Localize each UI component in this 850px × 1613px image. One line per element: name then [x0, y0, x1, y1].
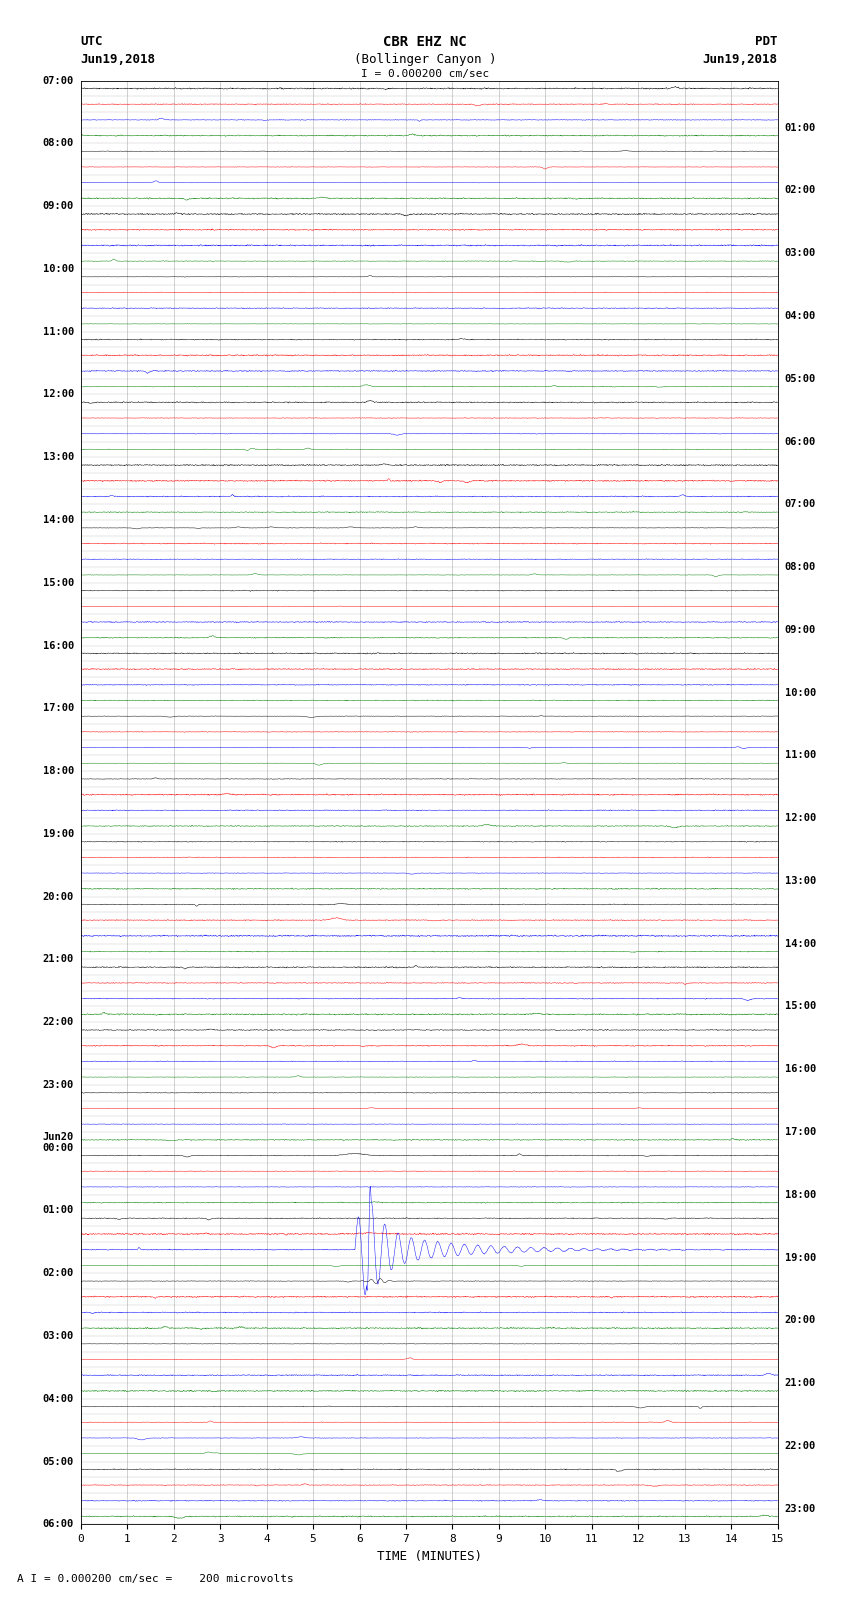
Text: 23:00: 23:00	[42, 1081, 74, 1090]
Text: CBR EHZ NC: CBR EHZ NC	[383, 35, 467, 50]
Text: 10:00: 10:00	[42, 265, 74, 274]
Text: 01:00: 01:00	[785, 123, 816, 132]
Text: 10:00: 10:00	[785, 687, 816, 698]
Text: Jun20: Jun20	[42, 1132, 74, 1142]
Text: 00:00: 00:00	[42, 1142, 74, 1153]
Text: Jun19,2018: Jun19,2018	[703, 53, 778, 66]
Text: 22:00: 22:00	[785, 1440, 816, 1450]
Text: 07:00: 07:00	[785, 500, 816, 510]
Text: 13:00: 13:00	[785, 876, 816, 886]
Text: 17:00: 17:00	[785, 1127, 816, 1137]
Text: 21:00: 21:00	[785, 1378, 816, 1389]
Text: 06:00: 06:00	[42, 1519, 74, 1529]
Text: 08:00: 08:00	[42, 139, 74, 148]
Text: 06:00: 06:00	[785, 437, 816, 447]
Text: 08:00: 08:00	[785, 561, 816, 573]
Text: Jun19,2018: Jun19,2018	[81, 53, 156, 66]
Text: 12:00: 12:00	[785, 813, 816, 823]
Text: 14:00: 14:00	[42, 515, 74, 524]
Text: 16:00: 16:00	[42, 640, 74, 650]
Text: 05:00: 05:00	[42, 1457, 74, 1466]
Text: 11:00: 11:00	[42, 327, 74, 337]
Text: 09:00: 09:00	[785, 624, 816, 636]
Text: 03:00: 03:00	[785, 248, 816, 258]
Text: 17:00: 17:00	[42, 703, 74, 713]
Text: 18:00: 18:00	[42, 766, 74, 776]
Text: 21:00: 21:00	[42, 955, 74, 965]
Text: 16:00: 16:00	[785, 1065, 816, 1074]
Text: 03:00: 03:00	[42, 1331, 74, 1340]
Text: 20:00: 20:00	[42, 892, 74, 902]
Text: 02:00: 02:00	[785, 185, 816, 195]
Text: 04:00: 04:00	[785, 311, 816, 321]
Text: 09:00: 09:00	[42, 202, 74, 211]
Text: 15:00: 15:00	[42, 577, 74, 587]
Text: 12:00: 12:00	[42, 389, 74, 400]
Text: 07:00: 07:00	[42, 76, 74, 85]
Text: (Bollinger Canyon ): (Bollinger Canyon )	[354, 53, 496, 66]
Text: A I = 0.000200 cm/sec =    200 microvolts: A I = 0.000200 cm/sec = 200 microvolts	[17, 1574, 294, 1584]
Text: 14:00: 14:00	[785, 939, 816, 948]
Text: 23:00: 23:00	[785, 1503, 816, 1513]
X-axis label: TIME (MINUTES): TIME (MINUTES)	[377, 1550, 482, 1563]
Text: 01:00: 01:00	[42, 1205, 74, 1216]
Text: 22:00: 22:00	[42, 1018, 74, 1027]
Text: 11:00: 11:00	[785, 750, 816, 760]
Text: 04:00: 04:00	[42, 1394, 74, 1403]
Text: UTC: UTC	[81, 35, 103, 48]
Text: 15:00: 15:00	[785, 1002, 816, 1011]
Text: 05:00: 05:00	[785, 374, 816, 384]
Text: 19:00: 19:00	[785, 1253, 816, 1263]
Text: PDT: PDT	[756, 35, 778, 48]
Text: I = 0.000200 cm/sec: I = 0.000200 cm/sec	[361, 69, 489, 79]
Text: 20:00: 20:00	[785, 1315, 816, 1326]
Text: 18:00: 18:00	[785, 1190, 816, 1200]
Text: 19:00: 19:00	[42, 829, 74, 839]
Text: 02:00: 02:00	[42, 1268, 74, 1277]
Text: 13:00: 13:00	[42, 452, 74, 463]
